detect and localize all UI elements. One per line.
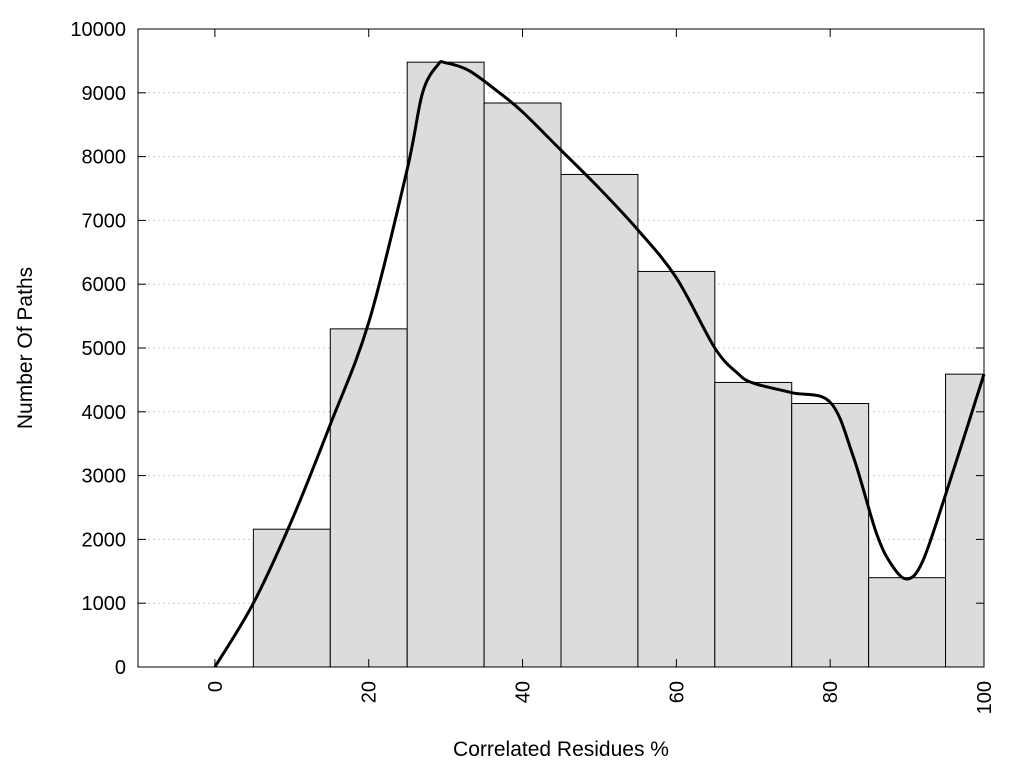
- x-tick-label: 60: [666, 681, 688, 703]
- x-tick-label: 20: [359, 681, 381, 703]
- density-curve: [213, 60, 986, 668]
- y-tick-label: 1000: [82, 593, 127, 615]
- histogram-bar: [252, 528, 331, 668]
- histogram-bar: [406, 61, 485, 668]
- y-tick-label: 2000: [82, 529, 127, 551]
- histogram-bar: [868, 577, 947, 668]
- histogram-bar: [791, 403, 870, 668]
- y-tick-label: 5000: [82, 338, 127, 360]
- histogram-bar: [560, 173, 639, 668]
- y-tick-label: 9000: [82, 83, 127, 105]
- x-axis-ticks: 0 20 40 60 80 100: [205, 29, 996, 714]
- x-axis-title: Correlated Residues %: [453, 738, 669, 761]
- y-axis-ticks: 0 1000 2000 3000 4000 5000 6000 7000 8000 9000 100…: [70, 19, 984, 679]
- histogram-bar: [637, 270, 716, 668]
- histogram-bar: [945, 373, 985, 668]
- y-tick-label: 8000: [82, 147, 127, 169]
- histogram-bars: [252, 61, 985, 668]
- y-tick-label: 4000: [82, 402, 127, 424]
- density-curve-line: [213, 60, 986, 668]
- y-axis-title: Number Of Paths: [14, 267, 37, 429]
- y-tick-label: 3000: [82, 466, 127, 488]
- histogram-bar: [714, 381, 793, 668]
- y-tick-label: 10000: [70, 19, 126, 41]
- histogram-bar: [483, 102, 562, 668]
- x-tick-label: 80: [820, 681, 842, 703]
- y-tick-label: 7000: [82, 210, 127, 232]
- x-tick-label: 100: [974, 681, 996, 714]
- y-tick-label: 0: [115, 657, 126, 679]
- x-tick-label: 40: [513, 681, 535, 703]
- x-tick-label: 0: [205, 681, 227, 692]
- y-tick-label: 6000: [82, 274, 127, 296]
- histogram-bar: [329, 328, 408, 668]
